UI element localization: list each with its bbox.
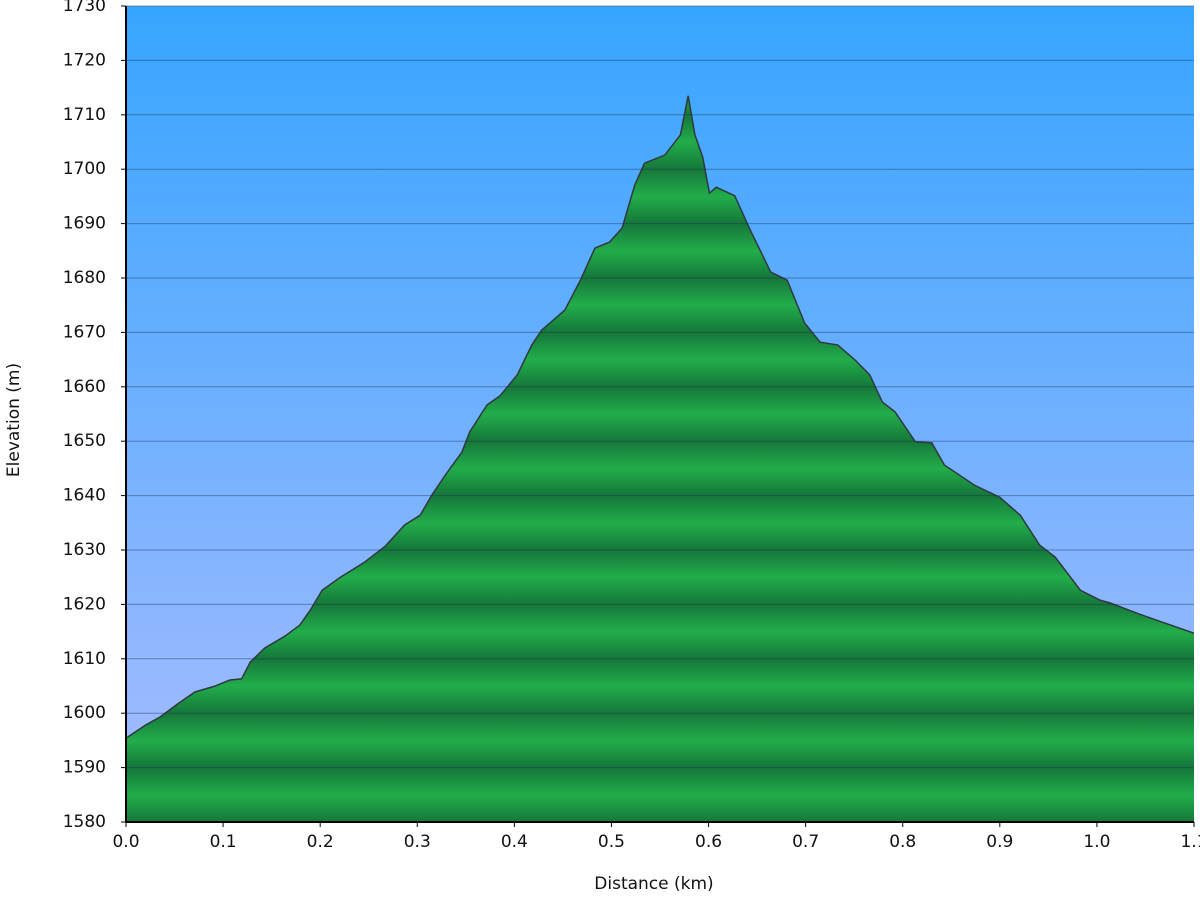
x-tick-label: 0.7 xyxy=(792,832,819,852)
y-tick-label: 1720 xyxy=(63,50,106,70)
x-tick-label: 1.1 xyxy=(1180,832,1200,852)
y-tick-label: 1620 xyxy=(63,594,106,614)
x-tick-label: 0.4 xyxy=(501,832,528,852)
x-tick-label: 0.2 xyxy=(307,832,334,852)
y-tick-label: 1700 xyxy=(63,159,106,179)
x-tick-label: 0.8 xyxy=(889,832,916,852)
y-tick-label: 1590 xyxy=(63,758,106,778)
y-tick-label: 1600 xyxy=(63,703,106,723)
x-tick-label: 0.3 xyxy=(404,832,431,852)
x-tick-label: 0.9 xyxy=(986,832,1013,852)
elevation-line xyxy=(125,95,1195,739)
y-tick-label: 1710 xyxy=(63,105,106,125)
x-tick-label: 0.6 xyxy=(695,832,722,852)
y-tick-label: 1730 xyxy=(63,0,106,16)
x-tick-label: 0.1 xyxy=(210,832,237,852)
y-tick-label: 1660 xyxy=(63,377,106,397)
y-tick-label: 1630 xyxy=(63,540,106,560)
y-tick-label: 1680 xyxy=(63,268,106,288)
y-tick-label: 1650 xyxy=(63,431,106,451)
y-tick-label: 1580 xyxy=(63,812,106,832)
y-tick-label: 1610 xyxy=(63,649,106,669)
y-tick-label: 1640 xyxy=(63,486,106,506)
elevation-area xyxy=(126,95,1194,822)
x-axis-label: Distance (km) xyxy=(594,874,713,894)
y-tick-label: 1690 xyxy=(63,214,106,234)
y-tick-label: 1670 xyxy=(63,322,106,342)
x-tick-label: 1.0 xyxy=(1083,832,1110,852)
x-tick-label: 0.0 xyxy=(112,832,139,852)
x-tick-label: 0.5 xyxy=(598,832,625,852)
y-axis-label: Elevation (m) xyxy=(4,363,24,477)
